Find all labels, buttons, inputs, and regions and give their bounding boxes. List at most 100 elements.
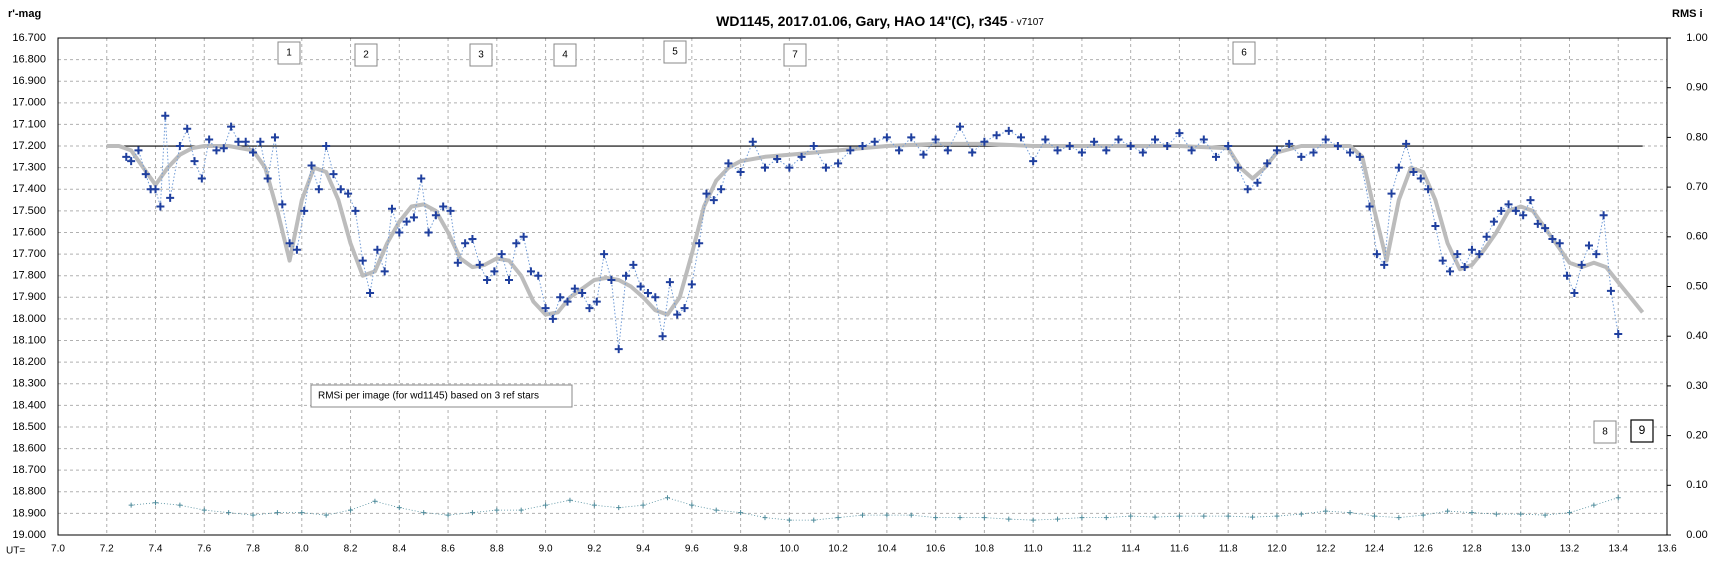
data-point	[578, 288, 587, 297]
x-tick-label: 12.8	[1462, 544, 1482, 555]
x-tick-label: 13.6	[1657, 544, 1677, 555]
rms-point	[421, 510, 427, 516]
data-point	[161, 111, 170, 120]
x-tick-label: 10.2	[828, 544, 848, 555]
data-point	[205, 135, 214, 144]
y2-tick-label: 0.50	[1686, 280, 1707, 292]
y-tick-label: 17.400	[12, 183, 46, 195]
data-point	[453, 258, 462, 267]
data-point	[227, 122, 236, 131]
model-line	[106, 141, 1645, 317]
data-point	[563, 297, 572, 306]
data-point	[1402, 139, 1411, 148]
data-point	[943, 146, 952, 155]
data-point	[1416, 174, 1425, 183]
data-point	[1555, 239, 1564, 248]
data-point	[1333, 142, 1342, 151]
data-point	[1138, 148, 1147, 157]
x-tick-label: 9.8	[734, 544, 748, 555]
data-point	[1570, 288, 1579, 297]
data-point	[292, 245, 301, 254]
data-point	[1431, 221, 1440, 230]
x-tick-label: 7.0	[51, 544, 65, 555]
data-point	[183, 124, 192, 133]
data-point	[1163, 142, 1172, 151]
data-point	[270, 133, 279, 142]
rms-point	[1518, 511, 1524, 517]
data-point	[1090, 137, 1099, 146]
data-point	[1467, 245, 1476, 254]
y2-tick-label: 1.00	[1686, 32, 1707, 44]
x-tick-label: 7.8	[246, 544, 260, 555]
data-point	[1114, 135, 1123, 144]
y2-tick-label: 0.10	[1686, 479, 1707, 491]
rms-point	[128, 502, 134, 508]
data-point	[1599, 211, 1608, 220]
data-point	[643, 288, 652, 297]
data-point	[870, 137, 879, 146]
data-point	[858, 142, 867, 151]
data-point	[1394, 163, 1403, 172]
annotation-label: 9	[1639, 423, 1646, 437]
y2-tick-label: 0.30	[1686, 380, 1707, 392]
annotation-label: 7	[792, 50, 798, 61]
data-point	[122, 152, 131, 161]
x-axis-label: UT=	[6, 546, 25, 557]
title: WD1145, 2017.01.06, Gary, HAO 14''(C), r…	[716, 13, 1007, 29]
data-point	[402, 217, 411, 226]
rms-point	[860, 512, 865, 518]
rms-point	[1201, 513, 1207, 519]
y-tick-label: 17.000	[12, 97, 46, 109]
data-point	[600, 250, 609, 259]
rms-point	[372, 498, 378, 504]
y2-tick-label: 0.80	[1686, 131, 1707, 143]
data-point	[249, 148, 258, 157]
data-point	[234, 137, 243, 146]
x-tick-label: 7.6	[197, 544, 211, 555]
data-point	[1387, 189, 1396, 198]
data-point	[760, 163, 769, 172]
data-point	[702, 189, 711, 198]
x-tick-label: 7.2	[100, 544, 114, 555]
x-tick-label: 11.2	[1073, 544, 1092, 555]
x-tick-label: 8.2	[344, 544, 358, 555]
rms-point	[1298, 511, 1304, 517]
y-tick-label: 17.600	[12, 226, 46, 238]
rms-point	[1591, 502, 1597, 508]
annotation-label: 1	[286, 48, 292, 59]
data-point	[490, 267, 499, 276]
y-tick-label: 16.800	[12, 54, 46, 66]
data-point	[1504, 200, 1513, 209]
annotation-box	[553, 43, 577, 67]
data-point	[1077, 148, 1086, 157]
data-point	[895, 146, 904, 155]
annotation-label: 5	[672, 47, 678, 58]
rms-point	[1493, 511, 1499, 517]
rms-point	[153, 500, 159, 506]
data-point	[717, 185, 726, 194]
data-point	[1187, 146, 1196, 155]
data-point	[1541, 224, 1550, 233]
data-point	[1584, 241, 1593, 250]
data-point	[585, 304, 594, 313]
data-point	[1438, 256, 1447, 265]
y2-axis-label: RMS i	[1672, 8, 1703, 20]
y-tick-label: 18.800	[12, 486, 46, 498]
rms-point	[226, 510, 232, 516]
data-point	[1016, 133, 1025, 142]
y-tick-label: 19.000	[12, 529, 46, 541]
y-tick-label: 17.800	[12, 270, 46, 282]
annotation-box	[354, 43, 378, 67]
rms-point	[445, 512, 451, 518]
data-point	[497, 250, 506, 259]
rms-point	[811, 517, 817, 523]
data-point	[461, 239, 470, 248]
y-tick-label: 18.400	[12, 399, 46, 411]
y-tick-label: 18.600	[12, 442, 46, 454]
data-point	[1297, 152, 1306, 161]
data-point	[141, 170, 150, 179]
y-tick-label: 18.100	[12, 334, 46, 346]
data-point	[366, 288, 375, 297]
data-point	[1346, 148, 1355, 157]
data-point	[680, 304, 689, 313]
